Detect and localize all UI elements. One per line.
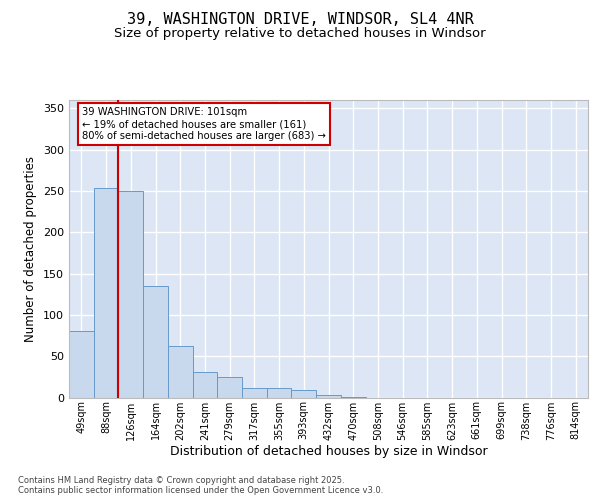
Text: 39 WASHINGTON DRIVE: 101sqm
← 19% of detached houses are smaller (161)
80% of se: 39 WASHINGTON DRIVE: 101sqm ← 19% of det… [82,108,326,140]
Bar [292,390,316,398]
Bar [69,332,94,398]
Bar [94,188,118,398]
Y-axis label: Number of detached properties: Number of detached properties [25,156,37,342]
Bar [217,377,242,398]
Bar [267,388,292,398]
Text: 39, WASHINGTON DRIVE, WINDSOR, SL4 4NR: 39, WASHINGTON DRIVE, WINDSOR, SL4 4NR [127,12,473,28]
Bar [143,286,168,398]
Bar [242,388,267,398]
Bar [168,346,193,398]
Bar [193,372,217,398]
Bar [341,396,365,398]
Bar [316,395,341,398]
X-axis label: Distribution of detached houses by size in Windsor: Distribution of detached houses by size … [170,445,487,458]
Text: Size of property relative to detached houses in Windsor: Size of property relative to detached ho… [114,27,486,40]
Bar [118,191,143,398]
Text: Contains HM Land Registry data © Crown copyright and database right 2025.
Contai: Contains HM Land Registry data © Crown c… [18,476,383,495]
